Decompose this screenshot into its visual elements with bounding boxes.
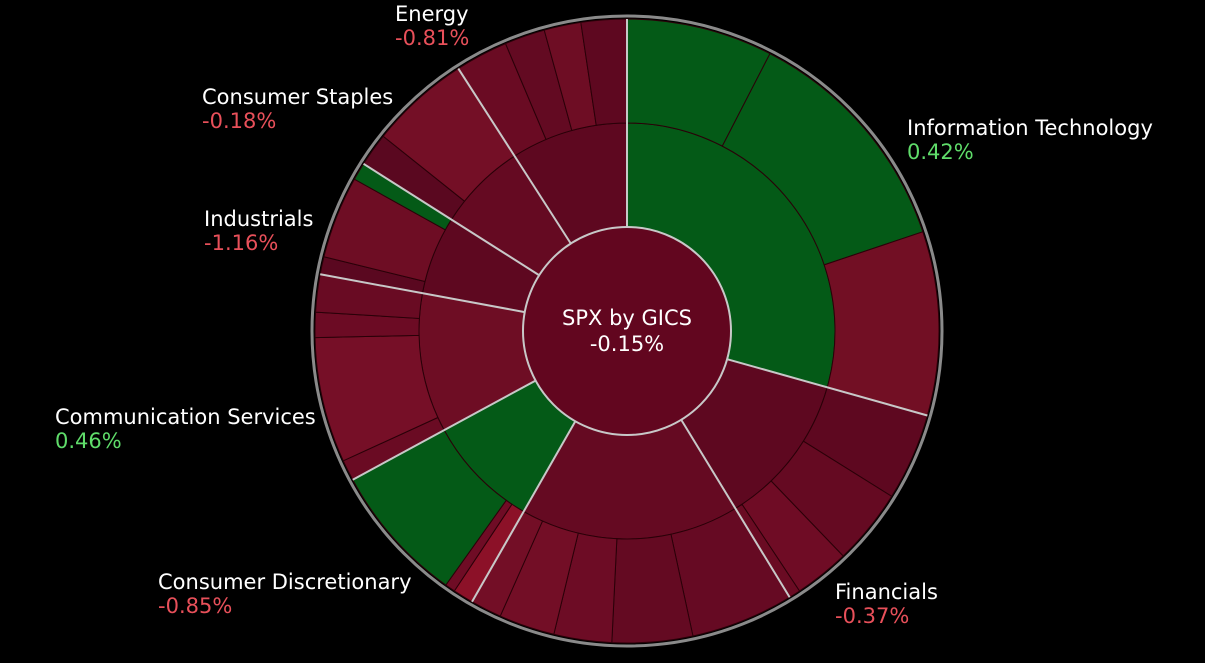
label-value: -0.85% [158,594,233,618]
sector-divider [352,379,537,481]
sector-divider [471,420,577,603]
label-communication-services[interactable]: Communication Services 0.46% [55,405,316,453]
center-disk[interactable] [522,226,732,436]
label-value: -0.18% [202,109,277,133]
center-value: -0.15% [590,332,664,356]
label-name: Information Technology [907,116,1153,140]
center-title: SPX by GICS [562,306,692,330]
label-value: 0.46% [55,429,122,453]
label-name: Financials [835,580,938,604]
label-energy[interactable]: Energy -0.81% [395,2,469,50]
label-consumer-discretionary[interactable]: Consumer Discretionary -0.85% [158,570,412,618]
label-name: Industrials [204,207,314,231]
label-value: -1.16% [204,231,279,255]
sector-divider [363,162,540,277]
label-financials[interactable]: Financials -0.37% [835,580,938,628]
sector-divider [457,67,572,245]
label-name: Energy [395,2,469,26]
label-industrials[interactable]: Industrials -1.16% [204,207,313,255]
sector-divider [726,358,928,417]
sector-divider [320,273,525,314]
label-value: 0.42% [907,140,974,164]
label-consumer-staples[interactable]: Consumer Staples -0.18% [202,85,393,133]
label-name: Consumer Discretionary [158,570,412,594]
sector-divider [680,419,791,598]
label-name: Communication Services [55,405,316,429]
label-name: Consumer Staples [202,85,394,109]
outer-ring [310,14,944,648]
label-value: -0.81% [395,26,470,50]
industry-wedge[interactable] [823,231,940,417]
label-value: -0.37% [835,604,910,628]
label-information-technology[interactable]: Information Technology 0.42% [907,116,1153,164]
